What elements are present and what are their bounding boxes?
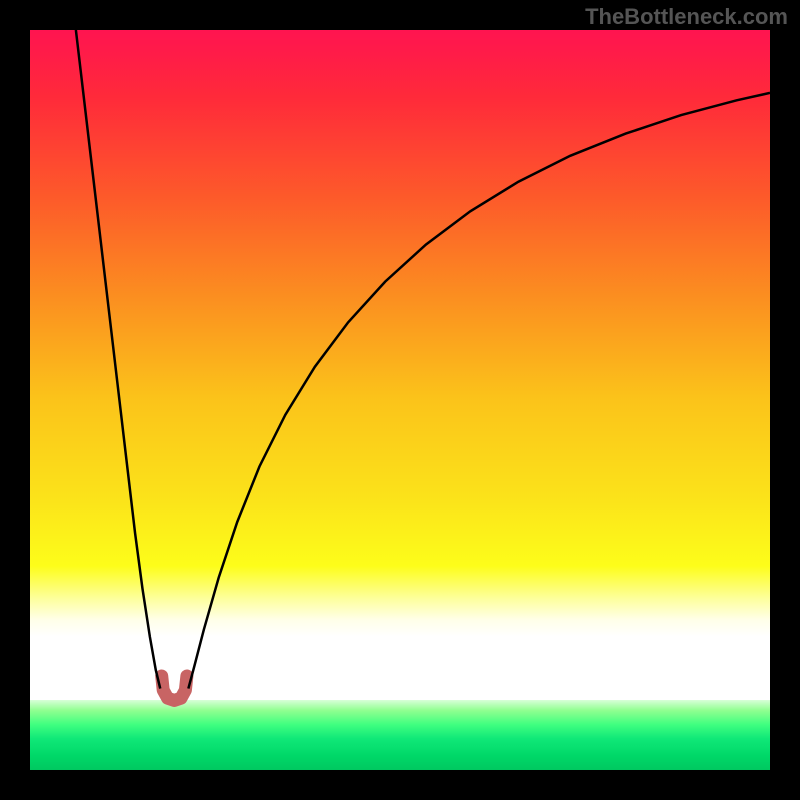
curves-svg bbox=[30, 30, 770, 770]
watermark-text: TheBottleneck.com bbox=[585, 4, 788, 30]
chart-container: TheBottleneck.com bbox=[0, 0, 800, 800]
plot-area bbox=[30, 30, 770, 770]
curve-left bbox=[76, 30, 160, 689]
curve-right bbox=[188, 93, 770, 689]
valley-marker bbox=[162, 676, 187, 700]
